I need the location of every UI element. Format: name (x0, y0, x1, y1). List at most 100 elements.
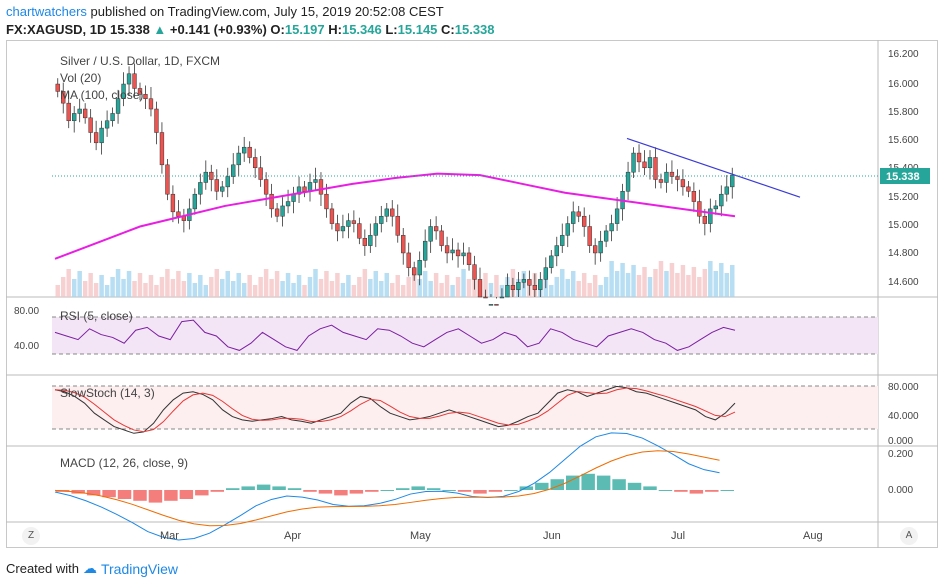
stoch-band (52, 386, 878, 429)
macd-bar (658, 490, 673, 491)
chart-frame[interactable] (6, 40, 938, 548)
candle-body (66, 102, 71, 122)
volume-bar (296, 275, 302, 297)
candle-body (220, 186, 225, 192)
volume-bar (680, 265, 686, 297)
tradingview-brand[interactable]: TradingView (100, 560, 179, 577)
high-label: H: (328, 22, 342, 37)
rsi-tick: 80.00 (14, 306, 39, 317)
volume-bar (126, 271, 132, 297)
volume-bar (143, 283, 148, 297)
volume-bar (285, 273, 291, 297)
candle-body (631, 152, 636, 173)
candle-body (148, 98, 154, 110)
stoch-tick: 0.000 (888, 436, 913, 447)
candle-body (176, 211, 181, 217)
volume-bar (614, 271, 620, 297)
candle-body (653, 157, 658, 180)
ma-label: MA (100, close) (60, 88, 143, 102)
trend-line[interactable] (626, 137, 801, 198)
volume-bar (411, 269, 417, 297)
volume-bar (466, 279, 472, 297)
candle-body (439, 230, 444, 246)
price-tick: 16.200 (888, 49, 919, 60)
candle-body (324, 193, 329, 210)
volume-bar (724, 273, 730, 297)
high-value: 15.346 (341, 22, 382, 37)
volume-bar (598, 285, 603, 297)
publish-info: chartwatchers published on TradingView.c… (6, 4, 444, 19)
macd-bar (535, 482, 549, 490)
time-axis[interactable]: Mar Apr May Jun Jul Aug (160, 530, 823, 542)
candle-body (450, 249, 455, 254)
volume-bar (647, 277, 653, 297)
macd-axis[interactable]: 0.200 0.000 (888, 449, 913, 496)
candle-body (691, 191, 697, 202)
candle-body (669, 171, 675, 177)
volume-bar (494, 275, 499, 297)
candle-body (428, 226, 433, 242)
candle-body (527, 279, 532, 286)
volume-bar (554, 277, 560, 297)
macd-bar (287, 488, 302, 490)
volume-bar (400, 285, 406, 297)
rsi-tick: 40.00 (14, 341, 39, 352)
auto-scale-button[interactable]: A (900, 527, 918, 545)
volume-bar (422, 271, 428, 297)
candle-body (225, 176, 230, 188)
candle-body (433, 226, 439, 232)
macd-bar (334, 490, 348, 496)
time-tick: Aug (803, 530, 823, 542)
candle-body (549, 255, 554, 268)
volume-bar (335, 273, 340, 297)
candle-body (543, 267, 548, 280)
change-value: +0.141 (+0.93%) (169, 22, 267, 37)
volume-bar (461, 269, 466, 297)
candle-body (274, 208, 280, 217)
macd-bar (226, 488, 240, 490)
author-name[interactable]: chartwatchers (6, 4, 87, 19)
macd-bar (71, 490, 85, 494)
volume-bar (713, 271, 719, 297)
price-tick: 15.000 (888, 220, 919, 231)
macd-bar (86, 490, 101, 496)
candle-body (82, 108, 88, 119)
macd-bar (442, 490, 456, 491)
ohlc-line: FX:XAGUSD, 1D 15.338 ▲ +0.141 (+0.93%) O… (6, 22, 495, 37)
volume-bar (625, 273, 631, 297)
stoch-axis[interactable]: 80.000 40.000 0.000 (888, 382, 919, 447)
candle-body (587, 226, 592, 246)
volume-bar (560, 269, 565, 297)
macd-bar (689, 490, 704, 494)
macd-bar (581, 473, 595, 490)
macd-bar (550, 479, 564, 490)
volume-bar (686, 275, 691, 297)
volume-bar (198, 275, 203, 297)
volume-bar (192, 283, 198, 297)
rsi-axis[interactable]: 80.00 40.00 (14, 306, 39, 352)
candle-body (461, 252, 466, 257)
price-tick: 14.800 (888, 248, 919, 259)
zoom-button[interactable]: Z (22, 527, 40, 545)
volume-bar (576, 281, 581, 297)
volume-bar (631, 265, 636, 297)
macd-tick: 0.200 (888, 449, 913, 460)
volume-bars (55, 261, 735, 297)
candle-body (724, 186, 729, 195)
candle-body (603, 230, 609, 242)
low-label: L: (385, 22, 398, 37)
volume-bar (241, 283, 247, 297)
candle-body (296, 186, 302, 195)
macd-bar (627, 482, 642, 490)
volume-bar (165, 269, 170, 297)
volume-bar (60, 277, 66, 297)
volume-bar (214, 269, 220, 297)
macd-bar (148, 490, 163, 503)
candle-body (252, 157, 258, 169)
candle-body (137, 88, 143, 95)
volume-bar (121, 279, 126, 297)
rsi-line (54, 319, 736, 351)
candle-body (571, 211, 576, 224)
volume-bar (99, 275, 104, 297)
